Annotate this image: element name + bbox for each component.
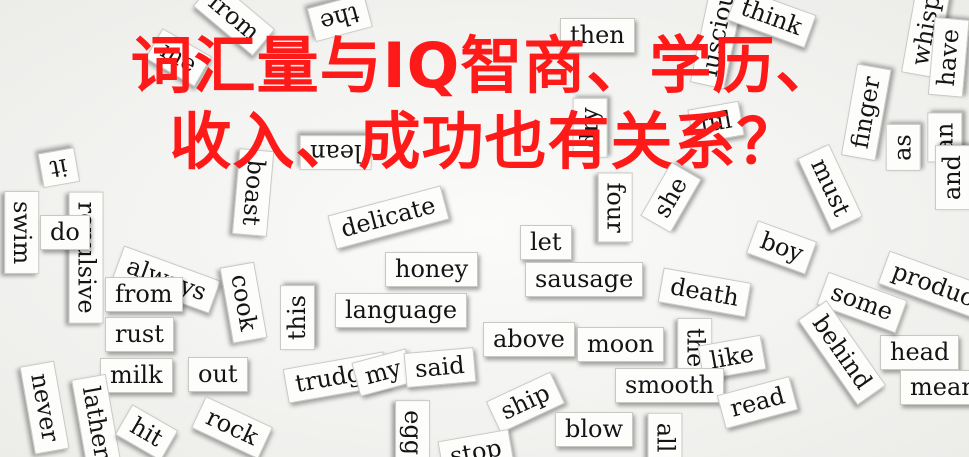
word-magnet: smooth bbox=[615, 368, 725, 404]
word-magnet: ful bbox=[687, 100, 745, 145]
word-magnet: think bbox=[726, 0, 817, 49]
word-magnet: rust bbox=[105, 317, 174, 353]
word-magnet: language bbox=[335, 293, 468, 329]
word-magnet: the bbox=[306, 0, 373, 43]
word-magnet: blow bbox=[555, 412, 634, 448]
word-magnet: above bbox=[483, 322, 575, 358]
word-magnet: from bbox=[192, 0, 275, 56]
word-magnet: ship bbox=[485, 371, 565, 434]
word-magnet: four bbox=[597, 172, 633, 243]
word-magnet: head bbox=[880, 335, 960, 371]
word-magnet: out bbox=[188, 357, 248, 393]
word-magnet: she bbox=[640, 161, 702, 234]
word-magnet: egg bbox=[394, 400, 431, 457]
word-magnet: hit bbox=[114, 404, 179, 457]
word-magnet: from bbox=[105, 277, 183, 313]
word-magnet: read bbox=[716, 375, 799, 430]
word-magnet: this bbox=[279, 285, 316, 351]
word-magnet: do bbox=[40, 215, 90, 251]
word-magnet: said bbox=[403, 347, 477, 389]
word-magnet: moon bbox=[577, 327, 665, 363]
word-magnet: milk bbox=[100, 358, 173, 394]
word-magnet: finger bbox=[840, 63, 892, 162]
word-magnet: delicate bbox=[327, 185, 450, 250]
word-magnet: sausage bbox=[525, 262, 644, 298]
word-magnet: stop bbox=[437, 429, 515, 457]
word-magnet: have bbox=[927, 17, 969, 98]
word-magnet: boy bbox=[745, 220, 818, 275]
word-magnet: lean bbox=[300, 135, 372, 171]
word-magnet: dry bbox=[572, 97, 608, 158]
word-magnet: let bbox=[520, 225, 572, 261]
word-magnet: all bbox=[647, 412, 683, 457]
word-magnet: death bbox=[657, 267, 752, 318]
word-magnet: repulsive bbox=[68, 191, 104, 324]
word-magnet: rock bbox=[191, 396, 273, 457]
word-magnet: me bbox=[145, 28, 212, 88]
word-magnet: boast bbox=[231, 148, 275, 238]
word-magnet: as bbox=[885, 124, 921, 171]
word-magnet: never bbox=[19, 360, 70, 455]
word-magnet: and bbox=[934, 145, 969, 211]
word-magnet: swim bbox=[4, 190, 40, 275]
word-magnet: then bbox=[560, 18, 635, 54]
word-magnet: cook bbox=[219, 261, 268, 344]
word-magnet: honey bbox=[385, 252, 479, 288]
word-magnet: it bbox=[37, 147, 81, 189]
